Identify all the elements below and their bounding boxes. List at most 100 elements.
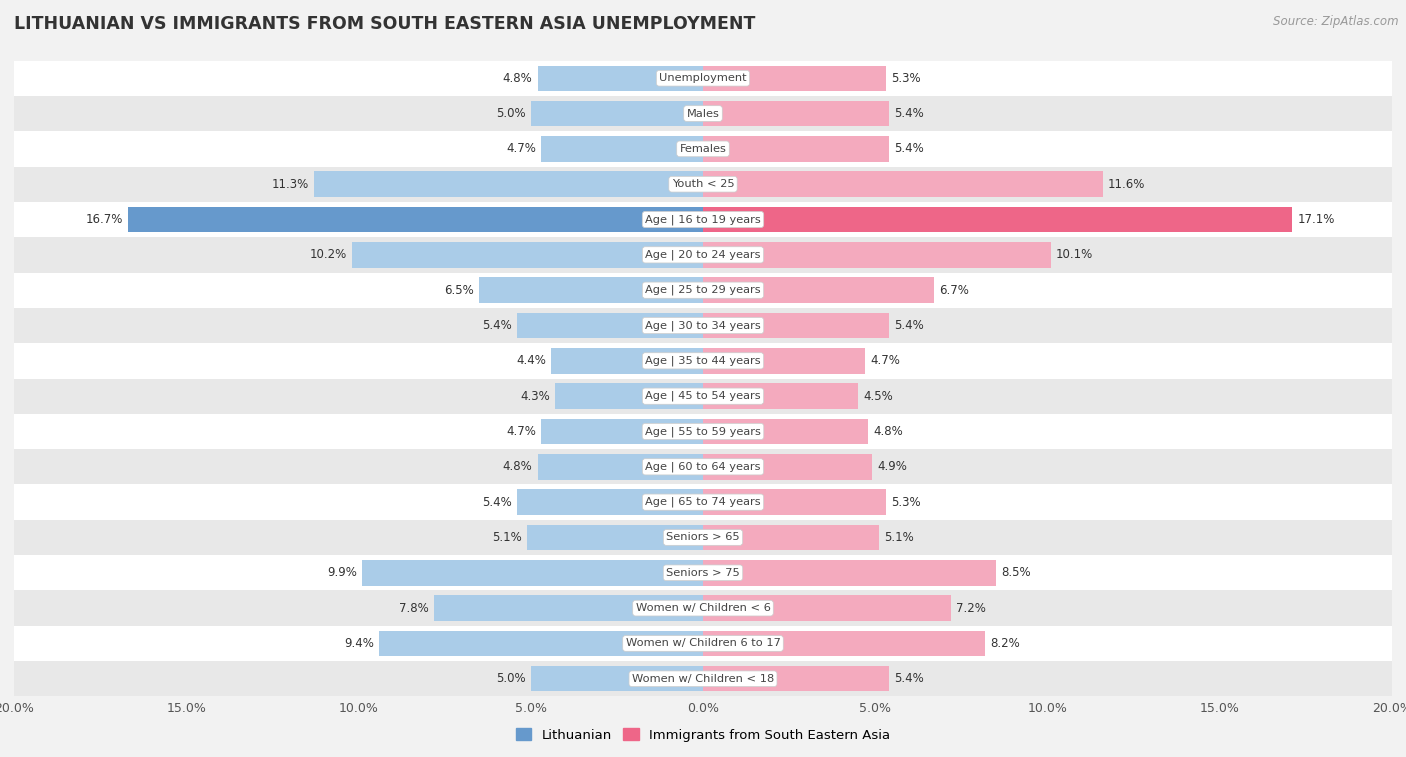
Text: 4.9%: 4.9%	[877, 460, 907, 473]
Text: 5.4%: 5.4%	[894, 142, 924, 155]
Text: 11.6%: 11.6%	[1108, 178, 1144, 191]
Text: Age | 35 to 44 years: Age | 35 to 44 years	[645, 356, 761, 366]
Bar	[703, 313, 889, 338]
Bar	[541, 136, 703, 161]
Bar	[14, 626, 1392, 661]
Text: Age | 65 to 74 years: Age | 65 to 74 years	[645, 497, 761, 507]
Text: 5.4%: 5.4%	[894, 107, 924, 120]
Bar	[703, 278, 934, 303]
Text: 4.7%: 4.7%	[870, 354, 900, 367]
Text: Women w/ Children < 6: Women w/ Children < 6	[636, 603, 770, 613]
Bar	[531, 666, 703, 691]
Text: 4.5%: 4.5%	[863, 390, 893, 403]
Text: Age | 20 to 24 years: Age | 20 to 24 years	[645, 250, 761, 260]
Bar	[380, 631, 703, 656]
Text: Age | 60 to 64 years: Age | 60 to 64 years	[645, 462, 761, 472]
Text: 7.2%: 7.2%	[956, 602, 986, 615]
Text: 5.4%: 5.4%	[894, 319, 924, 332]
Text: Women w/ Children < 18: Women w/ Children < 18	[631, 674, 775, 684]
Bar	[14, 484, 1392, 520]
Text: 4.3%: 4.3%	[520, 390, 550, 403]
Text: 6.5%: 6.5%	[444, 284, 474, 297]
Bar	[555, 384, 703, 409]
Bar	[128, 207, 703, 232]
Bar	[14, 167, 1392, 202]
Bar	[703, 631, 986, 656]
Bar	[14, 590, 1392, 626]
Bar	[703, 242, 1050, 267]
Bar	[479, 278, 703, 303]
Text: Seniors > 75: Seniors > 75	[666, 568, 740, 578]
Bar	[703, 490, 886, 515]
Text: 16.7%: 16.7%	[86, 213, 122, 226]
Text: Males: Males	[686, 108, 720, 119]
Bar	[14, 378, 1392, 414]
Bar	[703, 596, 950, 621]
Text: 4.7%: 4.7%	[506, 425, 536, 438]
Bar	[14, 202, 1392, 237]
Bar	[703, 560, 995, 585]
Bar	[14, 273, 1392, 308]
Bar	[14, 237, 1392, 273]
Bar	[703, 419, 869, 444]
Text: 8.2%: 8.2%	[991, 637, 1021, 650]
Bar	[14, 96, 1392, 131]
Bar	[703, 454, 872, 479]
Text: 5.1%: 5.1%	[492, 531, 522, 544]
Bar	[703, 66, 886, 91]
Bar	[703, 136, 889, 161]
Text: 5.0%: 5.0%	[496, 107, 526, 120]
Bar	[361, 560, 703, 585]
Bar	[703, 207, 1292, 232]
Text: 5.0%: 5.0%	[496, 672, 526, 685]
Bar	[14, 661, 1392, 696]
Text: Women w/ Children 6 to 17: Women w/ Children 6 to 17	[626, 638, 780, 649]
Text: Source: ZipAtlas.com: Source: ZipAtlas.com	[1274, 15, 1399, 28]
Bar	[14, 449, 1392, 484]
Text: LITHUANIAN VS IMMIGRANTS FROM SOUTH EASTERN ASIA UNEMPLOYMENT: LITHUANIAN VS IMMIGRANTS FROM SOUTH EAST…	[14, 15, 755, 33]
Text: 8.5%: 8.5%	[1001, 566, 1031, 579]
Text: 4.7%: 4.7%	[506, 142, 536, 155]
Bar	[551, 348, 703, 373]
Text: 4.8%: 4.8%	[503, 460, 533, 473]
Text: 5.1%: 5.1%	[884, 531, 914, 544]
Bar	[434, 596, 703, 621]
Text: Age | 45 to 54 years: Age | 45 to 54 years	[645, 391, 761, 401]
Bar	[703, 525, 879, 550]
Text: 9.4%: 9.4%	[344, 637, 374, 650]
Text: 5.3%: 5.3%	[891, 496, 921, 509]
Bar	[703, 101, 889, 126]
Text: 9.9%: 9.9%	[328, 566, 357, 579]
Text: Age | 25 to 29 years: Age | 25 to 29 years	[645, 285, 761, 295]
Text: Youth < 25: Youth < 25	[672, 179, 734, 189]
Bar	[537, 454, 703, 479]
Bar	[14, 555, 1392, 590]
Text: 5.4%: 5.4%	[482, 319, 512, 332]
Bar	[314, 172, 703, 197]
Bar	[517, 490, 703, 515]
Bar	[14, 414, 1392, 449]
Text: Females: Females	[679, 144, 727, 154]
Text: 4.8%: 4.8%	[873, 425, 903, 438]
Bar	[14, 520, 1392, 555]
Bar	[703, 348, 865, 373]
Bar	[703, 666, 889, 691]
Text: 7.8%: 7.8%	[399, 602, 429, 615]
Bar	[517, 313, 703, 338]
Text: 10.1%: 10.1%	[1056, 248, 1094, 261]
Legend: Lithuanian, Immigrants from South Eastern Asia: Lithuanian, Immigrants from South Easter…	[510, 723, 896, 747]
Bar	[14, 131, 1392, 167]
Text: 5.4%: 5.4%	[482, 496, 512, 509]
Text: Seniors > 65: Seniors > 65	[666, 532, 740, 543]
Text: 17.1%: 17.1%	[1298, 213, 1334, 226]
Text: 5.3%: 5.3%	[891, 72, 921, 85]
Text: 6.7%: 6.7%	[939, 284, 969, 297]
Bar	[527, 525, 703, 550]
Text: 11.3%: 11.3%	[271, 178, 308, 191]
Bar	[537, 66, 703, 91]
Text: Unemployment: Unemployment	[659, 73, 747, 83]
Text: 4.4%: 4.4%	[516, 354, 547, 367]
Bar	[541, 419, 703, 444]
Bar	[14, 308, 1392, 343]
Text: 4.8%: 4.8%	[503, 72, 533, 85]
